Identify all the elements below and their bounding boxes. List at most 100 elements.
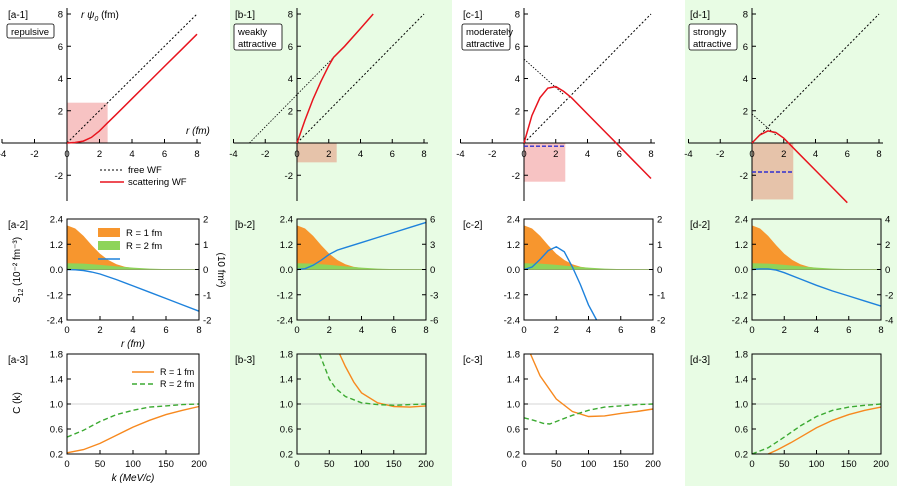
- x-tick-label: 4: [129, 149, 134, 160]
- y-tick-label: 4: [743, 74, 748, 85]
- inner-region-box: [524, 143, 566, 182]
- y-tick-label-left: 2.4: [50, 215, 63, 226]
- x-tick-label: 2: [781, 149, 786, 160]
- x-tick-label: 8: [648, 149, 653, 160]
- y-tick-label: 0.2: [50, 450, 63, 461]
- panel-label: [a-3]: [8, 355, 28, 366]
- x-tick-label: 4: [814, 325, 819, 336]
- y-tick-label: 2: [58, 106, 63, 117]
- legend-scattering-label: scattering WF: [128, 177, 187, 188]
- y-tick-label-right: 0: [885, 265, 890, 276]
- panel-label: [d-3]: [690, 355, 710, 366]
- y-tick-label: 6: [58, 42, 63, 53]
- y-tick-label: 1.8: [280, 350, 293, 361]
- y-tick-label-left: 1.2: [507, 240, 520, 251]
- correlation-r2-line: [523, 403, 654, 425]
- regime-box: [233, 23, 283, 51]
- s12-area-r2: [67, 263, 199, 270]
- y-tick-label-right: -6: [430, 316, 438, 327]
- y-tick-label: 0.2: [280, 450, 293, 461]
- asymptote-line: [751, 113, 777, 136]
- y-tick-label: 0.2: [735, 450, 748, 461]
- x-tick-label: 4: [359, 325, 364, 336]
- x-tick-label: -2: [261, 149, 269, 160]
- x-tick-label: 50: [324, 459, 335, 470]
- y-tick-label-left: -2.4: [504, 316, 520, 327]
- y-axis-label: r ψ0 (fm): [81, 10, 119, 23]
- regime-label: attractive: [238, 39, 277, 50]
- legend-r1-label: R = 1 fm: [126, 228, 162, 239]
- x-tick-label: 6: [846, 325, 851, 336]
- y-tick-label-left: -1.2: [732, 290, 748, 301]
- y-tick-label: 4: [515, 74, 520, 85]
- s12-area-r1: [752, 225, 881, 270]
- integral-line: [523, 246, 598, 321]
- panel-label: [d-2]: [690, 220, 710, 231]
- correlation-r1-line: [529, 353, 654, 418]
- correlation-r2-line: [66, 403, 200, 438]
- y-tick-label-right: 0: [430, 265, 435, 276]
- x-tick-label: 6: [391, 325, 396, 336]
- inner-region-box: [752, 143, 794, 200]
- y-tick-label-right: -1: [203, 290, 211, 301]
- regime-label: attractive: [693, 39, 732, 50]
- y-tick-label: 1.4: [507, 375, 520, 386]
- y-tick-label: 0.6: [50, 425, 63, 436]
- y-tick-label-right: -1: [657, 290, 665, 301]
- y-tick-label-left: 2.4: [735, 215, 748, 226]
- y-axis-label: C (k): [12, 392, 23, 414]
- asymptote-line: [249, 57, 334, 144]
- x-tick-label: 150: [386, 459, 402, 470]
- regime-label: attractive: [466, 39, 505, 50]
- y-tick-label: -2: [740, 171, 748, 182]
- y-tick-label-right: 0: [203, 265, 208, 276]
- x-tick-label: 200: [418, 459, 434, 470]
- x-tick-label: -4: [0, 149, 6, 160]
- correlation-r1-line: [66, 405, 200, 454]
- x-axis-label: k (MeV/c): [112, 473, 155, 484]
- scattering-wf-line: [751, 130, 848, 204]
- y-tick-label-right: -3: [430, 290, 438, 301]
- y-tick-label-right: -4: [885, 316, 893, 327]
- scattering-wf-line: [66, 33, 198, 144]
- y-tick-label-left: 2.4: [507, 215, 520, 226]
- panel-label: [b-1]: [235, 10, 255, 21]
- y-tick-label: 1.8: [735, 350, 748, 361]
- legend-r2-label: R = 2 fm: [126, 241, 162, 252]
- x-tick-label: 2: [553, 149, 558, 160]
- x-tick-label: 2: [554, 325, 559, 336]
- x-tick-label: 0: [521, 459, 526, 470]
- x-tick-label: 6: [163, 325, 168, 336]
- integral-line: [751, 268, 882, 307]
- regime-box: [6, 23, 55, 39]
- legend-r2-swatch: [98, 241, 120, 250]
- legend-free-label: free WF: [128, 165, 162, 176]
- y-tick-label: 0.2: [507, 450, 520, 461]
- y-tick-label: 1.4: [280, 375, 293, 386]
- y-tick-label-left: 1.2: [735, 240, 748, 251]
- y-tick-label: 0.6: [280, 425, 293, 436]
- y-tick-label-left: -2.4: [277, 316, 293, 327]
- y-tick-label: 2: [515, 106, 520, 117]
- x-tick-label: 50: [779, 459, 790, 470]
- y-tick-label-left: -1.2: [277, 290, 293, 301]
- panel-label: [c-3]: [463, 355, 483, 366]
- y-tick-label-left: 0.0: [507, 265, 520, 276]
- y-tick-label-right: -2: [885, 290, 893, 301]
- x-tick-label: 4: [130, 325, 135, 336]
- y-tick-label-left: -2.4: [732, 316, 748, 327]
- integral-line: [66, 268, 200, 312]
- y-tick-label-right: -2: [203, 316, 211, 327]
- s12-area-r2: [524, 263, 653, 270]
- panel-background: [685, 0, 897, 486]
- x-tick-label: 6: [162, 149, 167, 160]
- regime-label: repulsive: [11, 27, 49, 38]
- y-tick-label: 2: [288, 106, 293, 117]
- y-tick-label-left: 0.0: [50, 265, 63, 276]
- x-tick-label: 0: [521, 149, 526, 160]
- y-axis-label-right: (10 fm²): [215, 253, 226, 288]
- y-tick-label: 4: [58, 74, 63, 85]
- x-tick-label: 2: [326, 149, 331, 160]
- y-tick-label-left: 2.4: [280, 215, 293, 226]
